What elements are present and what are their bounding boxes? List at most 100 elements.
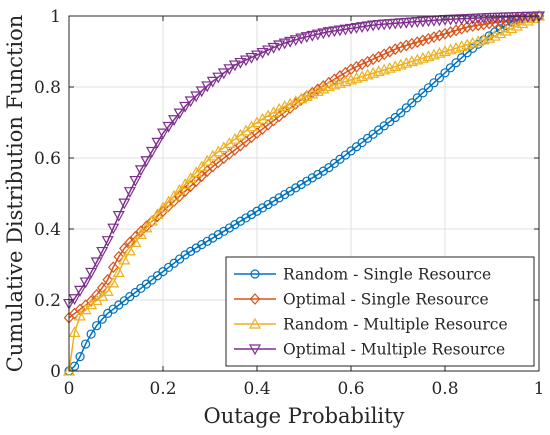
data-point (317, 82, 330, 94)
data-point (423, 83, 434, 93)
data-point (145, 146, 158, 158)
legend-item: Optimal - Multiple Resource (234, 341, 505, 359)
legend-label: Optimal - Single Resource (283, 291, 489, 309)
data-point (151, 208, 164, 219)
data-point (395, 41, 407, 54)
data-point (344, 23, 358, 35)
data-point (223, 64, 236, 76)
data-point (112, 211, 125, 222)
data-point (295, 92, 308, 104)
legend-label: Random - Multiple Resource (283, 316, 508, 334)
data-point (74, 309, 87, 321)
data-point (284, 36, 297, 48)
data-point (156, 128, 170, 140)
data-point (300, 90, 313, 101)
legend-item: Optimal - Single Resource (234, 291, 489, 309)
data-point (262, 109, 275, 121)
data-point (92, 321, 102, 331)
data-point (429, 78, 439, 88)
data-point (483, 17, 495, 30)
data-point (239, 55, 252, 67)
data-point (306, 87, 319, 99)
legend-box (225, 256, 535, 367)
data-point (102, 273, 114, 286)
data-point (80, 339, 91, 349)
data-point (351, 60, 362, 73)
data-point (478, 18, 490, 31)
data-point (322, 27, 335, 39)
data-point (412, 36, 423, 48)
data-point (262, 45, 275, 57)
data-point (123, 244, 136, 256)
data-point (75, 351, 85, 362)
data-point (396, 108, 406, 118)
data-point (311, 29, 324, 41)
data-point (206, 76, 219, 88)
data-point (356, 58, 368, 71)
data-point (267, 42, 280, 54)
data-point (157, 205, 169, 218)
data-point (195, 160, 208, 172)
data-point (74, 285, 87, 297)
data-point (146, 215, 158, 228)
grid (68, 15, 540, 372)
x-tick-label: 0.6 (337, 379, 364, 399)
data-point (378, 48, 390, 61)
data-point (90, 257, 103, 269)
data-point (140, 156, 153, 167)
data-point (311, 85, 324, 96)
data-point (173, 108, 186, 120)
data-point (362, 55, 373, 68)
data-point (134, 165, 147, 177)
data-point (521, 14, 534, 26)
y-tick-label: 0.2 (34, 291, 61, 311)
x-tick-label: 0 (64, 379, 75, 399)
data-point (129, 236, 142, 247)
data-point (96, 281, 108, 294)
data-point (328, 26, 341, 38)
data-point (196, 170, 208, 183)
data-point (451, 58, 461, 68)
legend-swatch-marker (250, 269, 260, 279)
data-point (101, 236, 114, 247)
data-point (527, 12, 540, 24)
data-point (278, 38, 291, 50)
data-point (250, 50, 264, 62)
data-point (384, 45, 396, 58)
data-point (456, 53, 467, 63)
data-point (367, 20, 380, 32)
data-point (350, 22, 363, 34)
data-point (488, 29, 501, 41)
data-point (401, 103, 411, 113)
data-point (317, 28, 330, 40)
data-point (439, 27, 451, 40)
data-point (407, 98, 417, 108)
data-point (289, 95, 302, 107)
data-point (411, 17, 424, 28)
data-point (107, 261, 119, 274)
data-point (278, 100, 291, 112)
data-point (113, 250, 125, 263)
axis-ticks: 0 0.2 0.4 0.6 0.8 1 0 0.2 0.4 0.6 0.8 1 (34, 7, 544, 399)
series-layer (62, 9, 546, 376)
data-point (69, 361, 80, 371)
legend: Random - Single Resource Optimal - Single… (225, 256, 535, 367)
data-point (267, 106, 280, 118)
data-point (173, 183, 186, 195)
data-point (405, 17, 418, 29)
data-point (383, 19, 396, 30)
data-point (217, 68, 230, 80)
data-point (156, 201, 170, 213)
data-point (250, 116, 264, 128)
data-point (418, 88, 428, 98)
data-point (284, 97, 297, 109)
data-point (494, 15, 506, 28)
data-point (416, 16, 429, 28)
data-point (295, 33, 308, 45)
data-point (300, 32, 313, 43)
data-point (423, 32, 434, 45)
series-line (68, 15, 540, 372)
data-point (245, 52, 258, 64)
data-point (389, 43, 401, 56)
data-point (373, 50, 384, 63)
